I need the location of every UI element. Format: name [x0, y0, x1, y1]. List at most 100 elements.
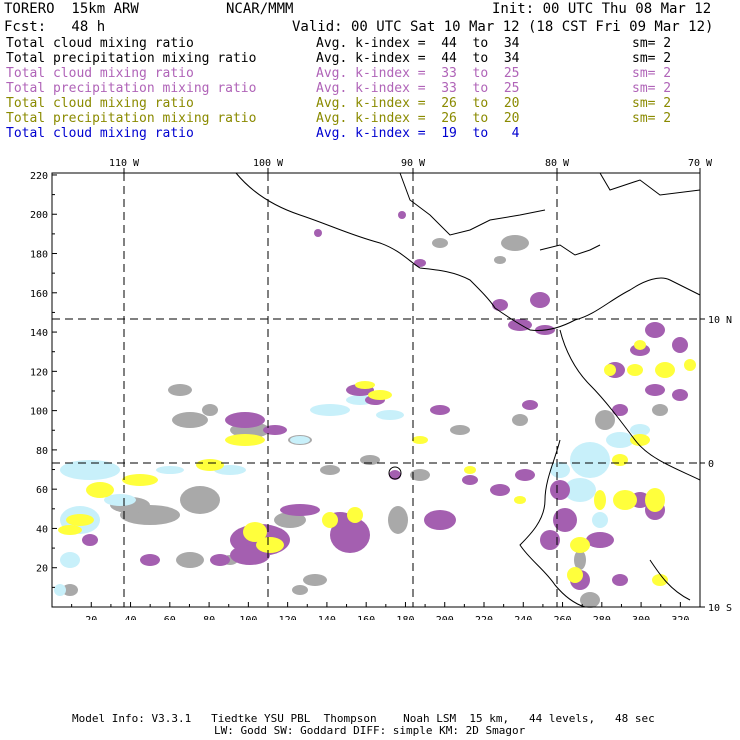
field-blob: [389, 470, 401, 480]
legend-smoothing: sm= 2: [632, 36, 672, 51]
legend-row: Total cloud mixing ratio Avg. k-index = 2…: [6, 96, 706, 111]
legend-field: Total precipitation mixing ratio: [6, 81, 257, 96]
footer-model-info: Model Info: V3.3.1 Tiedtke YSU PBL Thomp…: [72, 712, 655, 725]
grid-ticks: [51, 174, 701, 608]
x-grid-label: 300: [632, 615, 650, 620]
footer-physics-info: LW: Godd SW: Goddard DIFF: simple KM: 2D…: [214, 724, 526, 737]
field-blob: [414, 259, 426, 267]
field-blob: [570, 442, 610, 478]
x-grid-label: 60: [164, 615, 176, 620]
field-blob: [494, 256, 506, 264]
coastline: [599, 172, 701, 196]
field-blob: [432, 238, 448, 248]
organization-label: NCAR/MMM: [226, 1, 294, 17]
field-blob: [355, 381, 375, 389]
field-blob: [464, 466, 476, 474]
field-blob: [586, 532, 614, 548]
x-grid-label: 80: [203, 615, 215, 620]
y-grid-label: 100: [30, 407, 48, 418]
field-blob: [684, 359, 696, 371]
model-title: TORERO 15km ARW: [4, 1, 139, 17]
field-blob: [672, 337, 688, 353]
field-blob: [515, 469, 535, 481]
field-blob: [410, 469, 430, 481]
legend-row: Total precipitation mixing ratio Avg. k-i…: [6, 81, 706, 96]
field-blob: [280, 504, 320, 516]
y-grid-label: 60: [36, 485, 48, 496]
field-blob: [347, 507, 363, 523]
x-grid-label: 220: [475, 615, 493, 620]
field-blob: [156, 466, 184, 474]
field-blob: [66, 514, 94, 526]
legend-row: Total precipitation mixing ratio Avg. k-i…: [6, 51, 706, 66]
y-grid-label: 140: [30, 328, 48, 339]
field-blob: [522, 400, 538, 410]
field-blob: [290, 436, 310, 444]
legend-field: Total precipitation mixing ratio: [6, 111, 257, 126]
legend-field: Total precipitation mixing ratio: [6, 51, 257, 66]
field-blob: [412, 436, 428, 444]
y-grid-label: 120: [30, 367, 48, 378]
y-grid-label: 220: [30, 171, 48, 182]
legend-k-index: Avg. k-index = 33 to 25: [316, 66, 520, 81]
field-blob: [501, 235, 529, 251]
legend-k-index: Avg. k-index = 44 to 34: [316, 51, 520, 66]
field-blob: [398, 211, 406, 219]
legend-field: Total cloud mixing ratio: [6, 126, 194, 141]
field-blob: [612, 574, 628, 586]
field-blob: [60, 460, 120, 480]
coastline: [539, 244, 601, 256]
field-blob: [58, 525, 82, 535]
field-blob: [60, 552, 80, 568]
legend-field: Total cloud mixing ratio: [6, 96, 194, 111]
field-blob: [82, 534, 98, 546]
coastline: [529, 277, 701, 331]
field-blob: [592, 512, 608, 528]
field-blob: [263, 425, 287, 435]
field-blob: [634, 340, 646, 350]
field-blob: [512, 414, 528, 426]
field-blob: [630, 434, 650, 446]
x-grid-label: 160: [357, 615, 375, 620]
legend-k-index: Avg. k-index = 44 to 34: [316, 36, 520, 51]
field-blob: [168, 384, 192, 396]
legend-k-index: Avg. k-index = 33 to 25: [316, 81, 520, 96]
field-blob: [320, 465, 340, 475]
field-blob: [514, 496, 526, 504]
field-blob: [424, 510, 456, 530]
field-blob: [54, 584, 66, 596]
field-blob: [672, 389, 688, 401]
field-blob: [567, 567, 583, 583]
x-grid-label: 180: [396, 615, 414, 620]
legend-smoothing: sm= 2: [632, 111, 672, 126]
legend-field: Total cloud mixing ratio: [6, 36, 194, 51]
field-blob: [122, 474, 158, 486]
x-grid-label: 280: [593, 615, 611, 620]
field-blob: [292, 585, 308, 595]
coastline: [235, 172, 531, 331]
y-grid-label: 180: [30, 250, 48, 261]
field-blob: [274, 512, 306, 528]
field-blob: [430, 405, 450, 415]
x-axis-grid-labels: 20 40 60 80 100 120 140 160 180 200 220 240 260 280 30…: [85, 615, 689, 620]
x-grid-label: 320: [671, 615, 689, 620]
field-blob: [462, 475, 478, 485]
legend-k-index: Avg. k-index = 26 to 20: [316, 96, 520, 111]
field-blob: [595, 410, 615, 430]
coastlines: [235, 172, 701, 608]
plot-frame: [51, 172, 701, 608]
y-grid-label: 40: [36, 524, 48, 535]
field-blob: [612, 404, 628, 416]
field-blob: [303, 574, 327, 586]
latitude-labels: 10 N 0 10 S: [700, 315, 732, 614]
field-blob: [606, 432, 634, 448]
map-plot: 110 W 100 W 90 W 80 W 70 W 10 N 0 10 S 20 40 60 8…: [30, 158, 732, 620]
field-blob: [540, 530, 560, 550]
field-blob: [314, 229, 322, 237]
field-blob: [652, 574, 668, 586]
field-blob: [570, 537, 590, 553]
legend-smoothing: sm= 2: [632, 96, 672, 111]
latitude-label: 0: [708, 459, 714, 470]
field-blob: [202, 404, 218, 416]
y-axis-grid-labels: 220 200 180 160 140 120 100 80 60 40 20: [30, 171, 48, 575]
